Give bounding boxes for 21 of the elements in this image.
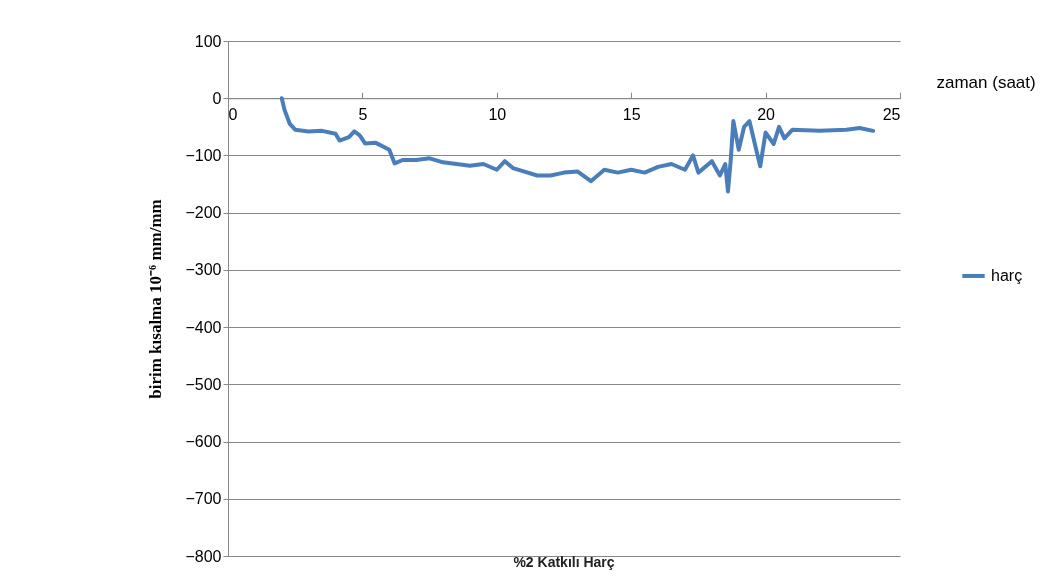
- legend-label: harç: [991, 266, 1023, 284]
- line-series: [279, 96, 876, 194]
- x-tick-label: 5: [358, 105, 368, 123]
- y-tick-label: 0: [212, 89, 222, 107]
- y-tick-label: 100: [194, 32, 222, 50]
- y-tick-label: −800: [185, 547, 222, 565]
- y-tick-label: −400: [185, 318, 222, 336]
- y-tick-label: −200: [185, 204, 222, 222]
- y-tick-label: −500: [185, 375, 222, 393]
- y-tick-label: −300: [185, 261, 222, 279]
- y-tick-label: −100: [185, 146, 222, 164]
- x-tick-label: 10: [488, 105, 507, 123]
- y-axis-title: birim kısalma 10⁻⁶ mm/mm: [146, 199, 166, 399]
- x-tick-label: 25: [882, 105, 901, 123]
- y-tick-label: −700: [185, 490, 222, 508]
- x-tick-label: 0: [228, 105, 238, 123]
- text: %2 Katkılı Harç: [513, 554, 615, 570]
- x-axis-title: zaman (saat): [936, 72, 1036, 92]
- x-tick-label: 15: [622, 105, 641, 123]
- x-tick-label: 20: [757, 105, 776, 123]
- y-tick-label: −600: [185, 433, 222, 451]
